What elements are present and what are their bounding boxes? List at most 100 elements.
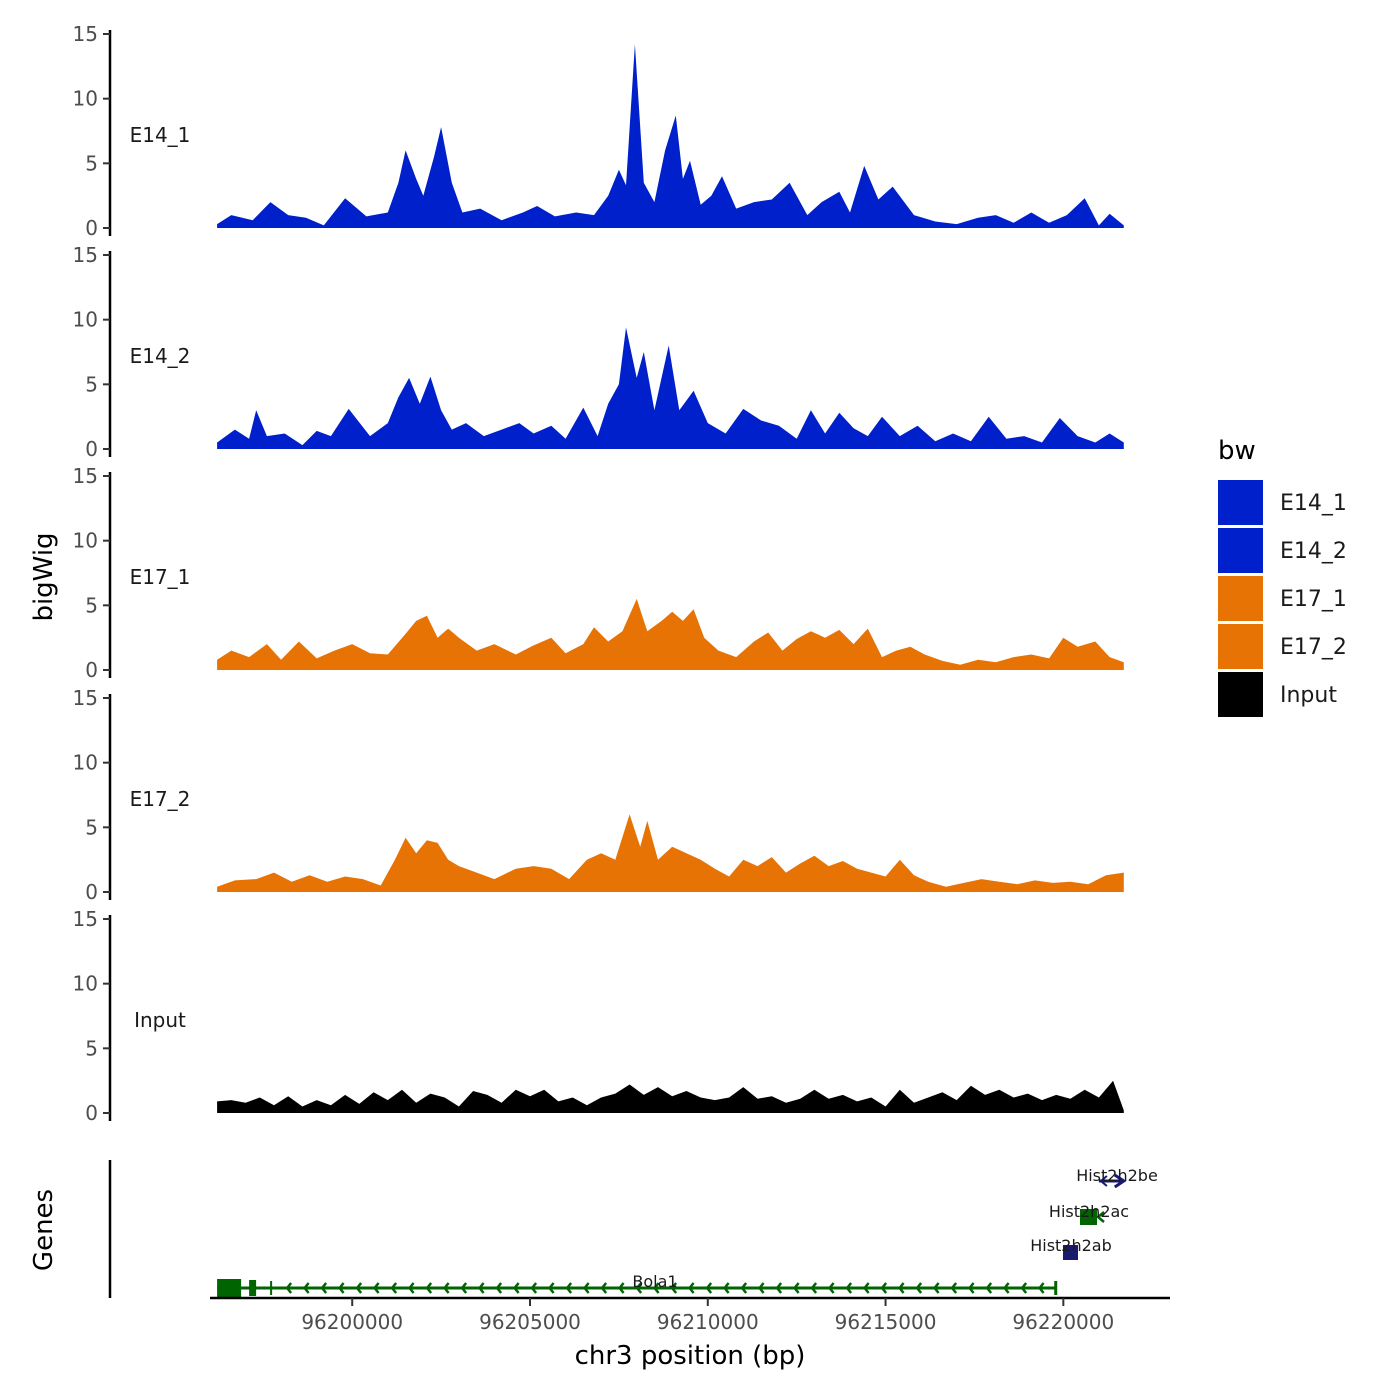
y-tick-label: 15: [73, 243, 98, 267]
y-tick-label: 15: [73, 686, 98, 710]
strand-arrow: [968, 1282, 975, 1294]
legend-swatch-input: [1218, 672, 1263, 717]
area-e14-2: [217, 327, 1124, 449]
y-tick-label: 5: [85, 815, 98, 839]
x-tick-label: 96200000: [301, 1310, 403, 1334]
strand-arrow: [863, 1282, 870, 1294]
strand-arrow: [1099, 1175, 1108, 1187]
gene-exon: [1080, 1209, 1097, 1225]
strand-arrow: [530, 1282, 538, 1294]
track-label: E17_2: [130, 787, 191, 811]
legend-title: bw: [1218, 436, 1256, 466]
legend: bw E14_1 E14_2 E17_1 E17_2 Input: [1218, 436, 1347, 717]
strand-arrow: [513, 1282, 520, 1294]
y-tick-label: 5: [85, 151, 98, 175]
strand-arrow: [810, 1282, 818, 1294]
track-label: Input: [134, 1008, 186, 1032]
area-e17-2: [217, 814, 1124, 892]
strand-arrow: [390, 1282, 398, 1294]
strand-arrow: [793, 1282, 800, 1294]
strand-arrow: [495, 1282, 503, 1294]
strand-arrow: [705, 1282, 713, 1294]
y-tick-label: 0: [85, 658, 98, 682]
strand-arrow: [565, 1282, 573, 1294]
x-axis: 96200000 96205000 96210000 96215000 96220000: [210, 1296, 1170, 1334]
x-tick-label: 96220000: [1012, 1310, 1114, 1334]
track-e17-2: 0 5 10 15 E17_2: [73, 686, 1124, 904]
x-tick-label: 96205000: [479, 1310, 581, 1334]
strand-arrow: [548, 1282, 555, 1294]
strand-arrow: [1020, 1282, 1028, 1294]
y-tick-label: 0: [85, 880, 98, 904]
strand-arrow: [1096, 1211, 1105, 1223]
strand-arrow: [443, 1282, 450, 1294]
strand-arrow: [1003, 1282, 1010, 1294]
strand-arrow: [460, 1282, 468, 1294]
gene-exon: [1054, 1281, 1058, 1295]
strand-arrow: [478, 1282, 485, 1294]
track-e14-1: 0 5 10 15 E14_1: [73, 22, 1124, 240]
strand-arrow: [425, 1282, 433, 1294]
y-tick-label: 10: [73, 87, 98, 111]
strand-arrow: [775, 1282, 783, 1294]
strand-arrow: [320, 1282, 328, 1294]
legend-swatch-e17-1: [1218, 576, 1263, 621]
tracks-group: 0 5 10 15 E14_1 0 5 10 15 E14_2 0 5 10 15 E17_1 0 5 10 15 E…: [73, 22, 1124, 1125]
y-tick-label: 10: [73, 972, 98, 996]
strand-arrow: [355, 1282, 363, 1294]
genes-panel: Hist2h2be Hist2h2ac Hist2h2ab Bola1: [108, 1160, 1158, 1298]
y-tick-label: 10: [73, 308, 98, 332]
x-tick-label: 96215000: [835, 1310, 937, 1334]
strand-arrow: [933, 1282, 940, 1294]
genes-axis-title: Genes: [29, 1189, 59, 1271]
y-tick-label: 5: [85, 1036, 98, 1060]
x-axis-title: chr3 position (bp): [575, 1341, 806, 1371]
y-tick-label: 15: [73, 907, 98, 931]
y-tick-label: 15: [73, 464, 98, 488]
area-e17-1: [217, 598, 1124, 670]
track-e17-1: 0 5 10 15 E17_1: [73, 464, 1124, 682]
strand-arrow: [880, 1282, 888, 1294]
strand-arrow: [338, 1282, 345, 1294]
gene-exon: [217, 1279, 242, 1297]
strand-arrow: [845, 1282, 853, 1294]
y-tick-label: 0: [85, 1101, 98, 1125]
y-tick-label: 0: [85, 216, 98, 240]
y-tick-label: 10: [73, 751, 98, 775]
strand-arrow: [740, 1282, 748, 1294]
strand-arrow: [303, 1282, 310, 1294]
track-label: E14_1: [130, 123, 191, 147]
strand-arrow: [618, 1282, 625, 1294]
strand-arrow: [950, 1282, 958, 1294]
strand-arrow: [408, 1282, 415, 1294]
gene-label: Hist2h2be: [1076, 1166, 1158, 1185]
gene-label: Hist2h2ab: [1030, 1236, 1112, 1255]
area-e14-1: [217, 44, 1124, 228]
strand-arrow: [600, 1282, 608, 1294]
legend-label: Input: [1280, 683, 1337, 708]
strand-arrow: [688, 1282, 695, 1294]
legend-label: E17_2: [1280, 635, 1347, 660]
strand-arrow: [1038, 1282, 1045, 1294]
gene-bola1: Bola1: [217, 1272, 1058, 1297]
y-axis-title: bigWig: [29, 532, 59, 621]
legend-label: E14_1: [1280, 491, 1347, 516]
legend-label: E17_1: [1280, 587, 1347, 612]
strand-arrow: [723, 1282, 730, 1294]
strand-arrow: [635, 1282, 643, 1294]
y-tick-label: 10: [73, 529, 98, 553]
strand-arrow: [898, 1282, 905, 1294]
track-input: 0 5 10 15 Input: [73, 907, 1124, 1125]
strand-arrow: [653, 1282, 660, 1294]
track-label: E14_2: [130, 344, 191, 368]
legend-swatch-e14-1: [1218, 480, 1263, 525]
strand-arrow: [985, 1282, 993, 1294]
strand-arrow: [583, 1282, 590, 1294]
gene-label: Hist2h2ac: [1049, 1202, 1129, 1221]
legend-label: E14_2: [1280, 539, 1347, 564]
y-tick-label: 0: [85, 437, 98, 461]
gene-hist2h2ac: Hist2h2ac: [1049, 1202, 1129, 1225]
strand-arrow: [373, 1282, 380, 1294]
strand-arrow: [670, 1282, 678, 1294]
